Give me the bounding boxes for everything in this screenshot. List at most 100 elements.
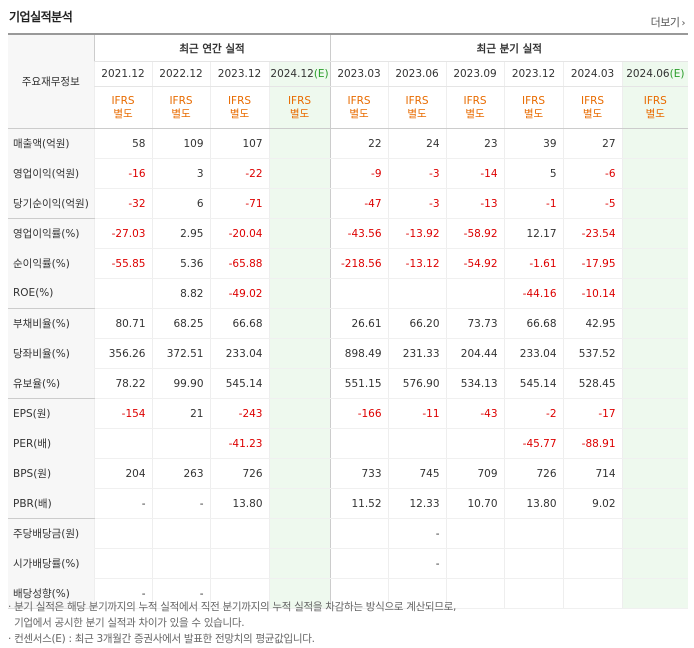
table-cell <box>445 278 505 309</box>
table-cell: 27 <box>562 128 623 159</box>
table-cell: 13.80 <box>209 488 269 519</box>
table-cell: 233.04 <box>209 338 269 369</box>
table-cell <box>621 188 689 219</box>
table-cell: -55.85 <box>93 248 152 279</box>
table-cell: -6 <box>562 158 623 189</box>
row-label: 당기순이익(억원) <box>8 188 94 219</box>
ifrs-label: IFRS 별도 <box>387 86 447 129</box>
ifrs-scope: 별도 <box>113 107 133 120</box>
ifrs-label: IFRS 별도 <box>503 86 564 129</box>
table-cell <box>562 578 623 609</box>
table-cell: - <box>93 488 152 519</box>
table-row: 영업이익률(%) -27.03 2.95 -20.04 -43.56 -13.92 -58.… <box>8 218 689 249</box>
table-cell <box>268 578 331 609</box>
table-cell: 68.25 <box>151 308 210 339</box>
table-cell: -16 <box>93 158 152 189</box>
table-cell <box>268 368 331 399</box>
table-cell: 109 <box>151 128 210 159</box>
table-cell <box>621 548 689 579</box>
table-cell <box>562 518 623 549</box>
ifrs-scope: 별도 <box>582 107 603 120</box>
table-cell: 80.71 <box>93 308 152 339</box>
table-cell: - <box>151 488 210 519</box>
table-cell: - <box>151 578 210 609</box>
table-cell <box>621 368 689 399</box>
estimate-marker: (E) <box>313 68 329 80</box>
table-row: 매출액(억원) 58 109 107 22 24 23 39 27 <box>8 128 689 159</box>
table-cell: -2 <box>503 398 564 429</box>
period-header: 2021.12 <box>93 61 152 87</box>
period-label: 2021.12 <box>101 68 145 80</box>
table-cell <box>503 548 564 579</box>
ifrs-label: IFRS 별도 <box>151 86 210 129</box>
table-cell: -13.92 <box>387 218 447 249</box>
table-cell <box>387 428 447 459</box>
table-cell: 528.45 <box>562 368 623 399</box>
label-header: 주요재무정보 <box>8 34 94 129</box>
footnote-line: · 분기 실적은 해당 분기까지의 누적 실적에서 직전 분기까지의 누적 실적… <box>8 601 457 613</box>
table-cell <box>329 578 389 609</box>
row-label: 매출액(억원) <box>8 128 94 159</box>
ifrs-label: IFRS 별도 <box>93 86 152 129</box>
table-cell <box>93 428 152 459</box>
more-link[interactable]: 더보기 › <box>651 14 686 30</box>
table-row: 유보율(%) 78.22 99.90 545.14 551.15 576.90 534.13… <box>8 368 689 399</box>
table-cell <box>268 278 331 309</box>
ifrs-label: IFRS 별도 <box>562 86 623 129</box>
footnote-line: 기업에서 공시한 분기 실적과 차이가 있을 수 있습니다. <box>8 617 245 629</box>
financial-table: 주요재무정보 최근 연간 실적 최근 분기 실적 2021.12 2022.12 2… <box>8 33 689 609</box>
row-label: 부채비율(%) <box>8 308 94 339</box>
period-header: 2024.12(E) <box>268 61 331 87</box>
table-cell: -166 <box>329 398 389 429</box>
table-cell <box>268 398 331 429</box>
table-row: ROE(%) 8.82 -49.02 -44.16 -10.14 <box>8 278 689 309</box>
table-cell: -17.95 <box>562 248 623 279</box>
table-cell <box>268 218 331 249</box>
table-cell: 745 <box>387 458 447 489</box>
table-cell <box>268 128 331 159</box>
table-cell <box>329 278 389 309</box>
table-cell: 42.95 <box>562 308 623 339</box>
table-cell <box>621 128 689 159</box>
ifrs-label: IFRS 별도 <box>209 86 269 129</box>
table-cell: - <box>93 578 152 609</box>
table-cell: 5 <box>503 158 564 189</box>
table-cell <box>621 248 689 279</box>
table-cell <box>268 248 331 279</box>
table-cell <box>387 278 447 309</box>
table-cell: 24 <box>387 128 447 159</box>
table-cell: 23 <box>445 128 505 159</box>
table-cell: -88.91 <box>562 428 623 459</box>
table-cell: 13.80 <box>503 488 564 519</box>
period-header: 2023.12 <box>503 61 564 87</box>
row-label: 당좌비율(%) <box>8 338 94 369</box>
table-cell: 3 <box>151 158 210 189</box>
period-header: 2023.09 <box>445 61 505 87</box>
table-cell: -32 <box>93 188 152 219</box>
table-cell: 11.52 <box>329 488 389 519</box>
table-cell: -9 <box>329 158 389 189</box>
table-cell: -71 <box>209 188 269 219</box>
ifrs-standard: IFRS <box>643 94 667 107</box>
table-cell: 576.90 <box>387 368 447 399</box>
ifrs-standard: IFRS <box>580 94 605 107</box>
table-cell <box>268 488 331 519</box>
footnote-line: · 컨센서스(E) : 최근 3개월간 증권사에서 발표한 전망치의 평균값입니… <box>8 633 315 645</box>
table-cell: 58 <box>93 128 152 159</box>
ifrs-standard: IFRS <box>463 94 487 107</box>
ifrs-label: IFRS 별도 <box>621 86 689 129</box>
table-cell: 21 <box>151 398 210 429</box>
table-cell: 107 <box>209 128 269 159</box>
table-cell <box>621 218 689 249</box>
table-cell <box>445 518 505 549</box>
table-cell: -5 <box>562 188 623 219</box>
table-cell: 9.02 <box>562 488 623 519</box>
table-cell: 709 <box>445 458 505 489</box>
table-cell: 78.22 <box>93 368 152 399</box>
table-cell: 22 <box>329 128 389 159</box>
ifrs-standard: IFRS <box>287 94 312 107</box>
table-cell: - <box>387 518 447 549</box>
table-cell <box>93 548 152 579</box>
ifrs-scope: 별도 <box>171 107 191 120</box>
table-cell <box>621 458 689 489</box>
